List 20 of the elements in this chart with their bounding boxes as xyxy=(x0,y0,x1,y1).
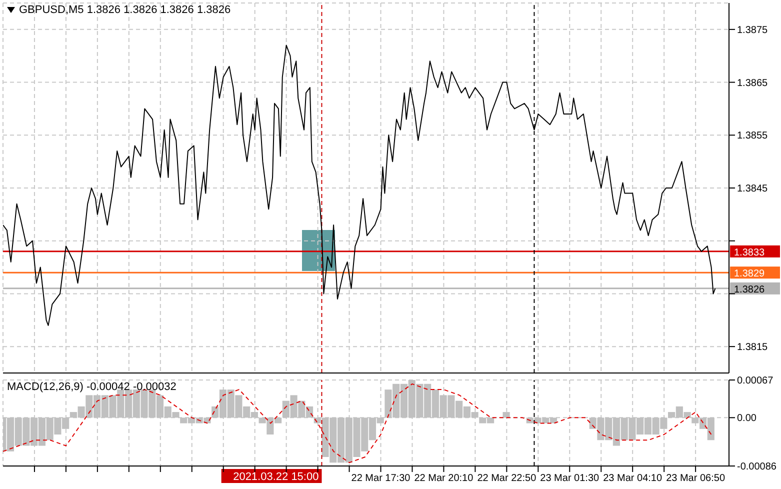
x-tick-label: 22 Mar 20:10 xyxy=(414,473,474,484)
y-tick-label: 0.00 xyxy=(737,413,757,424)
y-tick-label: 1.3865 xyxy=(737,78,768,89)
x-tick-label: 23 Mar 01:30 xyxy=(540,473,600,484)
ref-line-label: 1.3833 xyxy=(734,247,766,258)
chart-title: GBPUSD,M5 1.3826 1.3826 1.3826 1.3826 xyxy=(19,4,231,16)
ref-line-label: 1.3826 xyxy=(734,284,766,296)
y-tick-label: 1.3875 xyxy=(737,24,768,36)
y-tick-label: 1.3845 xyxy=(737,184,768,195)
x-tick-label: 22 Mar 22:50 xyxy=(477,473,537,484)
x-tick-label: 23 Mar 04:10 xyxy=(603,473,662,484)
x-tick-label: 22 Mar 17:30 xyxy=(351,473,411,484)
ref-line-label: 1.3829 xyxy=(734,268,766,280)
y-tick-label: 0.00067 xyxy=(737,376,774,387)
y-tick-label: -0.00086 xyxy=(737,462,777,473)
ref-line-label: 2021.03.22 15:00 xyxy=(233,471,319,483)
y-tick-label: 1.3855 xyxy=(737,130,768,142)
y-tick-label: 1.3815 xyxy=(737,342,768,354)
x-tick-label: 23 Mar 06:50 xyxy=(666,473,726,484)
chart-title: MACD(12,26,9) -0.00042 -0.00032 xyxy=(7,381,176,393)
